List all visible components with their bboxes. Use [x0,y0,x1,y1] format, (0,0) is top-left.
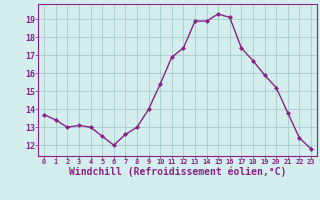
X-axis label: Windchill (Refroidissement éolien,°C): Windchill (Refroidissement éolien,°C) [69,167,286,177]
